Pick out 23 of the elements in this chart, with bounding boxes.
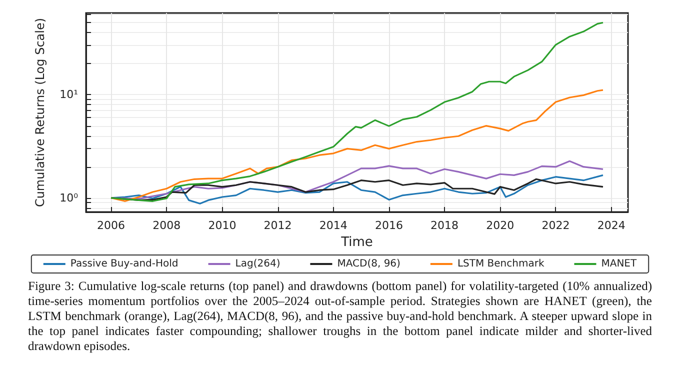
x-tick-label: 2022: [542, 219, 570, 232]
x-tick-label: 2016: [374, 219, 403, 232]
legend-label: Lag(264): [235, 258, 280, 270]
x-tick-label: 2024: [597, 219, 626, 232]
x-tick-label: 2018: [430, 219, 459, 232]
legend-label: MACD(8, 96): [337, 258, 401, 270]
y-tick-label: 10⁰: [60, 191, 79, 204]
x-tick-label: 2020: [486, 219, 514, 232]
x-tick-label: 2010: [208, 219, 236, 232]
y-tick-label: 10¹: [60, 88, 78, 102]
line-series: [110, 89, 604, 202]
caption: Figure 3: Cumulative log-scale returns (top panel) and drawdowns (bottom panel) for volatility-targeted (10% annualized) time-series momentum portfolios over the 2005–2024 out-of-sample period. Strategies shown are HANET (green), the LSTM benchmark (orange), Lag(264), MACD(8, 96), and the passive buy-and-hold benchmark. A steeper upward slope in the top panel indicates faster compounding; shallower troughs in the bottom panel indicate milder and shorter-lived drawdown episodes.: [27, 278, 653, 354]
x-axis-title: Time: [340, 234, 373, 250]
y-axis-title: Cumulative Returns (Log Scale): [33, 18, 47, 208]
x-tick-label: 2014: [319, 219, 348, 232]
x-tick-label: 2006: [97, 219, 126, 232]
legend-label: LSTM Benchmark: [457, 258, 544, 270]
legend-label: MANET: [601, 258, 638, 270]
line-series: [110, 160, 604, 200]
x-tick-label: 2012: [264, 219, 292, 232]
x-tick-label: 2008: [152, 219, 181, 232]
line-series: [110, 22, 604, 202]
legend-label: Passive Buy-and-Hold: [70, 258, 178, 270]
